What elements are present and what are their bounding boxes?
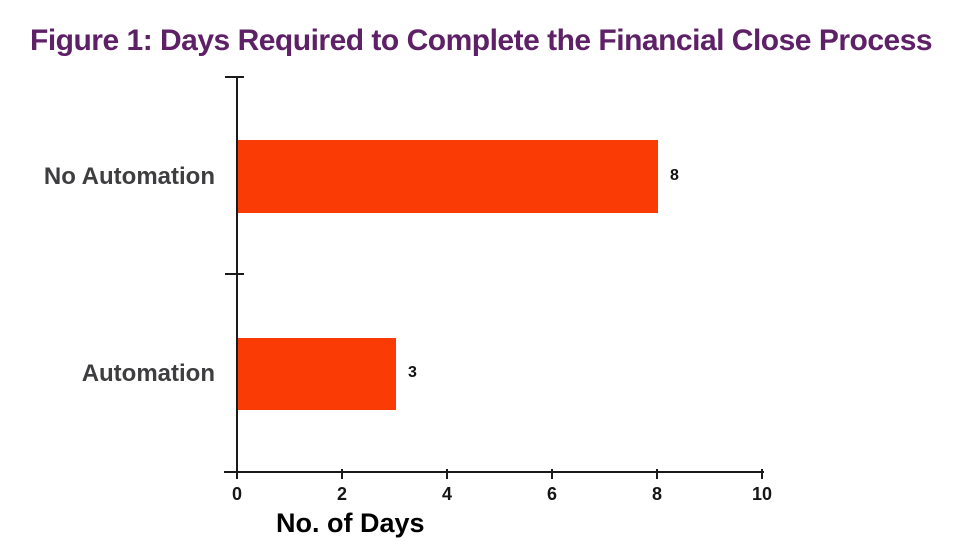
y-axis-tick — [225, 273, 244, 275]
x-axis-tick — [236, 469, 238, 479]
bar-automation — [238, 338, 396, 410]
x-axis-tick — [656, 469, 658, 479]
x-axis-tick — [551, 469, 553, 479]
x-axis-tick — [446, 469, 448, 479]
x-axis-tick-label: 10 — [751, 484, 773, 504]
x-axis-tick-label: 8 — [651, 484, 662, 504]
bar-no-automation — [238, 140, 658, 213]
x-axis-tick-label: 0 — [231, 484, 242, 504]
x-axis-tick-label: 2 — [336, 484, 347, 504]
bar-value-label: 8 — [670, 166, 679, 184]
x-axis-tick-label: 4 — [441, 484, 452, 504]
category-label: Automation — [81, 360, 215, 387]
x-axis-tick — [761, 469, 763, 479]
y-axis-tick — [225, 76, 244, 78]
bar-value-label: 3 — [408, 364, 417, 381]
category-label: No Automation — [43, 162, 215, 190]
x-axis-title: No. of Days — [276, 508, 425, 538]
x-axis-tick — [341, 469, 343, 479]
chart-title: Figure 1: Days Required to Complete the … — [30, 24, 933, 57]
x-axis-tick-label: 6 — [546, 484, 557, 504]
x-axis-line — [224, 471, 764, 473]
